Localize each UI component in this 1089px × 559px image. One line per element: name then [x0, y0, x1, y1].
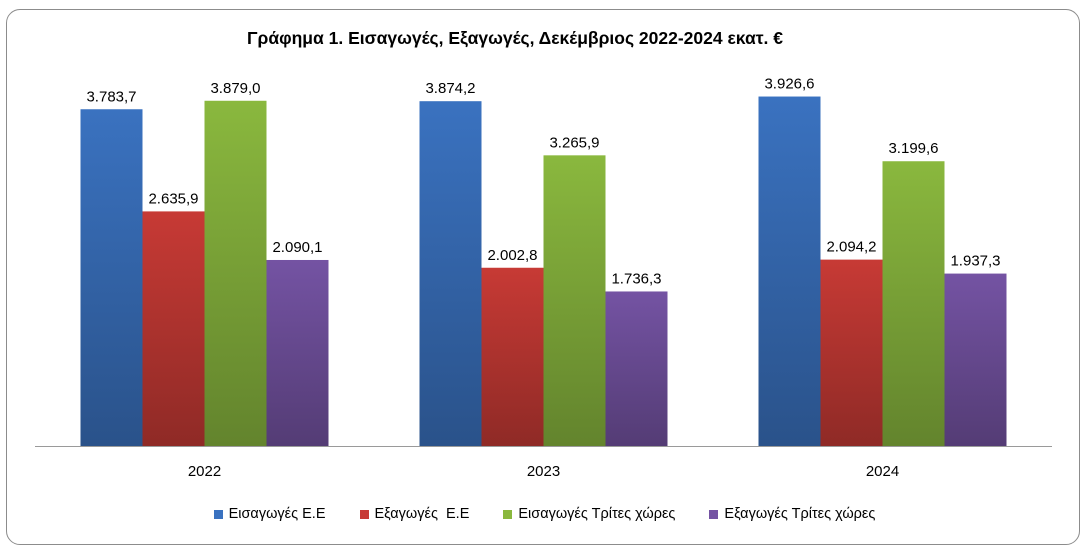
data-label: 2.094,2 [826, 239, 876, 256]
legend-label: Εξαγωγές Ε.Ε [374, 506, 470, 522]
bar-2022-series-3 [204, 100, 267, 447]
legend-swatch [213, 509, 223, 519]
legend-label: Εξαγωγές Τρίτες χώρες [724, 506, 876, 522]
legend-swatch [503, 509, 513, 519]
data-label: 1.736,3 [611, 270, 661, 287]
legend-item: Εισαγωγές Ε.Ε [213, 506, 326, 522]
bar-2024-series-1 [758, 96, 821, 447]
bar-2022-series-2 [142, 211, 205, 446]
bar-2024-series-4 [944, 273, 1007, 446]
legend-label: Εισαγωγές Ε.Ε [228, 506, 326, 522]
data-label: 3.199,6 [888, 140, 938, 157]
bar-2022-series-1 [80, 109, 143, 446]
legend-item: Εισαγωγές Τρίτες χώρες [503, 506, 675, 522]
bar-2024-series-2 [820, 259, 883, 446]
data-label: 2.090,1 [272, 239, 322, 256]
x-tick-label: 2023 [527, 463, 560, 480]
chart-title: Γράφημα 1. Εισαγωγές, Εξαγωγές, Δεκέμβρι… [247, 28, 783, 48]
legend-item: Εξαγωγές Ε.Ε [359, 506, 470, 522]
legend-label: Εισαγωγές Τρίτες χώρες [518, 506, 676, 522]
bar-2023-series-2 [481, 267, 544, 446]
x-tick-label: 2024 [866, 463, 899, 480]
bar-2023-series-1 [419, 101, 482, 446]
legend-item: Εξαγωγές Τρίτες χώρες [709, 506, 875, 522]
data-label: 3.874,2 [425, 80, 475, 97]
data-label: 2.002,8 [487, 247, 537, 264]
chart-legend: Εισαγωγές Ε.Ε Εξαγωγές Ε.Ε Εισαγωγές Τρίτε… [0, 506, 1089, 522]
legend-swatch [709, 509, 719, 519]
data-label: 3.265,9 [549, 134, 599, 151]
data-label: 2.635,9 [148, 190, 198, 207]
bar-2023-series-4 [605, 291, 668, 446]
data-label: 3.926,6 [764, 76, 814, 93]
bar-2024-series-3 [882, 161, 945, 446]
bar-2022-series-4 [266, 259, 329, 446]
data-label: 3.783,7 [86, 88, 136, 105]
x-tick-label: 2022 [188, 463, 221, 480]
bar-2023-series-3 [543, 155, 606, 446]
data-label: 3.879,0 [210, 80, 260, 97]
legend-swatch [359, 509, 369, 519]
data-label: 1.937,3 [950, 253, 1000, 270]
